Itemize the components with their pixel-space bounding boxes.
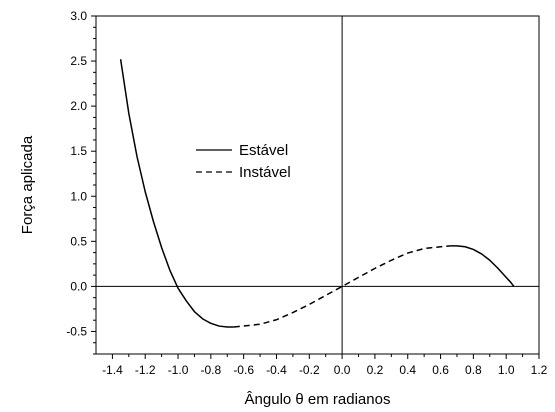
- x-axis-title: Ângulo θ em radianos: [245, 391, 391, 408]
- y-tick-label: -0.5: [66, 324, 87, 338]
- x-tick-label: 1.0: [498, 363, 515, 377]
- y-tick-label: 1.0: [70, 189, 87, 203]
- x-tick-label: 0.8: [465, 363, 482, 377]
- y-tick-label: 1.5: [70, 144, 87, 158]
- x-tick-label: -1.2: [135, 363, 156, 377]
- y-tick-label: 3.0: [70, 9, 87, 23]
- x-tick-label: 0.0: [334, 363, 351, 377]
- y-tick-label: 0.5: [70, 234, 87, 248]
- x-tick-label: 0.2: [367, 363, 384, 377]
- x-tick-label: -0.8: [201, 363, 222, 377]
- series-line-estavel: [450, 245, 515, 287]
- x-tick-label: -0.4: [266, 363, 287, 377]
- ticks-layer: -1.4 -1.2 -1.0 -0.8 -0.6 -0.4 -0.2 0.0 0.2 0.4 0.6…: [66, 9, 547, 377]
- x-tick-label: -1.4: [102, 363, 123, 377]
- y-tick-label: 2.0: [70, 99, 87, 113]
- x-tick-label: 0.4: [399, 363, 416, 377]
- x-tick-label: 1.2: [531, 363, 548, 377]
- y-axis-title: Força aplicada: [19, 135, 36, 234]
- legend: Estável Instável: [196, 142, 291, 181]
- y-tick-label: 2.5: [70, 54, 87, 68]
- x-tick-label: -0.6: [233, 363, 254, 377]
- legend-label-estavel: Estável: [239, 142, 288, 159]
- series-line-instavel: [233, 245, 451, 328]
- series-line-estavel: [119, 59, 234, 328]
- zero-lines: [96, 16, 539, 354]
- x-tick-label: 0.6: [432, 363, 449, 377]
- plot-frame: [95, 15, 540, 355]
- x-tick-label: -0.2: [299, 363, 320, 377]
- y-tick-label: 0.0: [70, 279, 87, 293]
- series-layer: [119, 59, 515, 328]
- x-tick-label: -1.0: [168, 363, 189, 377]
- legend-label-instavel: Instável: [239, 164, 291, 181]
